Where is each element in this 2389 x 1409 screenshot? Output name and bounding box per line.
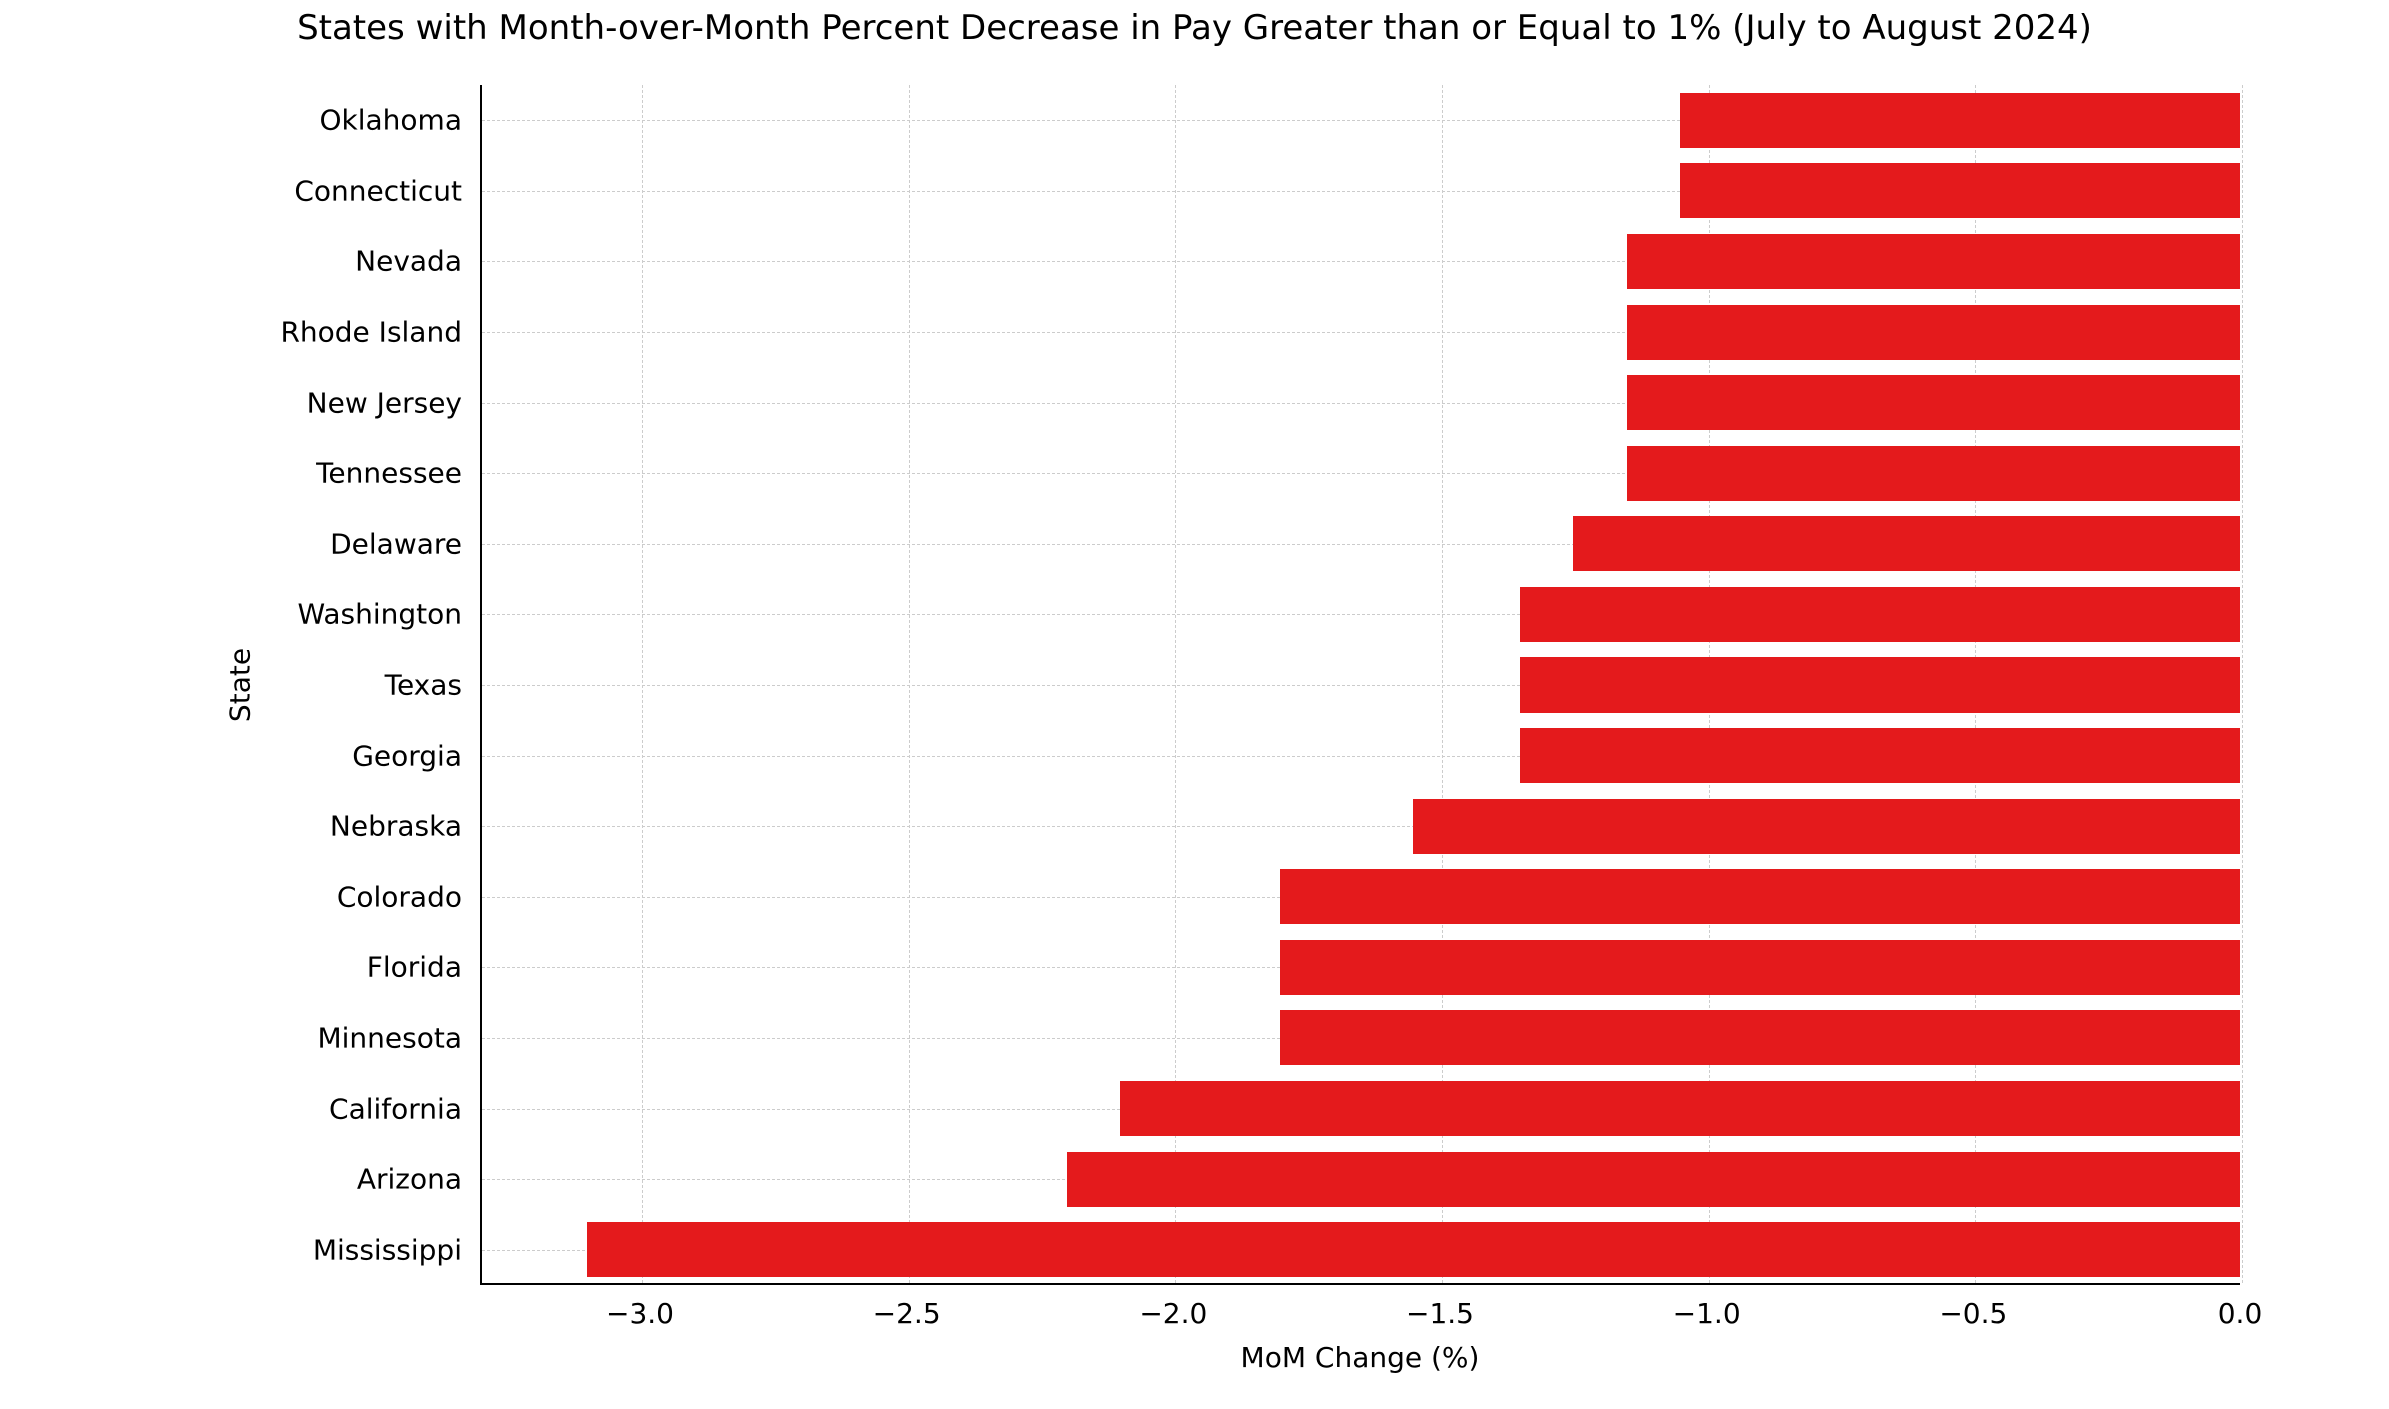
- x-tick-label: −2.0: [1139, 1297, 1207, 1330]
- gridline-vertical: [642, 85, 643, 1283]
- bar: [1520, 657, 2240, 712]
- y-tick-label: Rhode Island: [280, 316, 462, 349]
- plot-area: [480, 85, 2240, 1285]
- y-tick-label: New Jersey: [307, 386, 462, 419]
- y-tick-label: Delaware: [330, 527, 462, 560]
- y-tick-label: Nevada: [355, 245, 462, 278]
- chart-title: States with Month-over-Month Percent Dec…: [0, 8, 2389, 48]
- bar: [1627, 234, 2240, 289]
- y-tick-label: Washington: [297, 598, 462, 631]
- x-tick-label: −1.0: [1673, 1297, 1741, 1330]
- gridline-vertical: [909, 85, 910, 1283]
- bar: [1280, 940, 2240, 995]
- y-tick-label: California: [329, 1092, 462, 1125]
- y-tick-label: Florida: [367, 951, 462, 984]
- y-axis-label: State: [224, 648, 257, 722]
- y-tick-label: Nebraska: [330, 810, 462, 843]
- bar: [1280, 1010, 2240, 1065]
- y-tick-label: Colorado: [337, 880, 462, 913]
- gridline-vertical: [2242, 85, 2243, 1283]
- bar: [1627, 375, 2240, 430]
- x-tick-label: 0.0: [2218, 1297, 2263, 1330]
- y-tick-label: Mississippi: [313, 1233, 462, 1266]
- y-tick-label: Arizona: [357, 1163, 462, 1196]
- bar: [1627, 305, 2240, 360]
- y-tick-label: Georgia: [352, 739, 462, 772]
- y-tick-label: Minnesota: [317, 1021, 462, 1054]
- bar: [1520, 587, 2240, 642]
- y-tick-label: Oklahoma: [319, 104, 462, 137]
- bar: [1520, 728, 2240, 783]
- bar: [1680, 93, 2240, 148]
- bar: [1680, 163, 2240, 218]
- bar: [1627, 446, 2240, 501]
- bar: [1413, 799, 2240, 854]
- chart-figure: States with Month-over-Month Percent Dec…: [0, 0, 2389, 1409]
- x-tick-label: −0.5: [1939, 1297, 2007, 1330]
- y-tick-label: Tennessee: [316, 457, 462, 490]
- bar: [1573, 516, 2240, 571]
- y-tick-label: Texas: [385, 669, 462, 702]
- x-tick-label: −3.0: [606, 1297, 674, 1330]
- y-tick-label: Connecticut: [294, 174, 462, 207]
- x-axis-label: MoM Change (%): [1241, 1341, 1480, 1374]
- bar: [1120, 1081, 2240, 1136]
- x-tick-label: −1.5: [1406, 1297, 1474, 1330]
- bar: [1067, 1152, 2240, 1207]
- x-tick-label: −2.5: [873, 1297, 941, 1330]
- bar: [587, 1222, 2240, 1277]
- bar: [1280, 869, 2240, 924]
